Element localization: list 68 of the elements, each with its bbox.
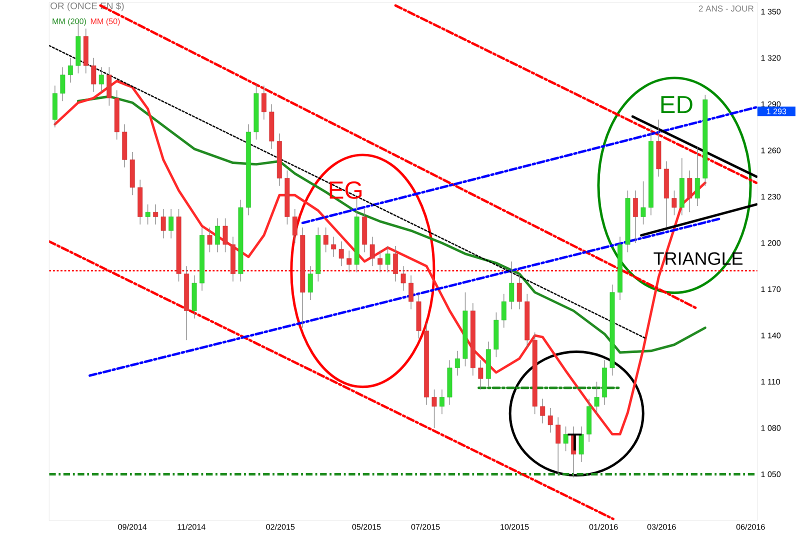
y-tick-label: 1 140 [761, 332, 781, 338]
candlestick [640, 180, 646, 225]
candlestick [454, 350, 460, 376]
candlestick [145, 204, 150, 225]
candlestick [91, 57, 96, 92]
candlestick [370, 236, 375, 266]
candlestick [323, 227, 328, 252]
x-tick-label: 05/2015 [352, 524, 381, 530]
candlestick [308, 266, 313, 300]
candlestick [68, 57, 73, 83]
candlestick [153, 204, 158, 225]
x-tick-label: 10/2015 [500, 524, 529, 530]
y-tick-label: 1 290 [761, 101, 781, 107]
candlestick [261, 85, 266, 120]
annotation: ED [661, 96, 692, 113]
candlestick [432, 388, 437, 428]
candlestick [331, 236, 336, 257]
candlestick [222, 218, 228, 252]
text: 1 293 [766, 108, 786, 114]
y-tick-label: 1 170 [761, 286, 781, 292]
text: MM (50) [90, 18, 120, 26]
candlestick [672, 190, 677, 216]
candlestick [98, 66, 104, 92]
candlestick [378, 250, 383, 272]
y-tick-label: 1 110 [761, 378, 780, 384]
candlestick [207, 227, 212, 252]
y-tick-label: 1 260 [761, 147, 781, 154]
y-tick-label: 1 230 [761, 194, 781, 200]
x-tick-label: 01/2016 [589, 524, 618, 530]
candlestick [509, 260, 514, 310]
candlestick [548, 407, 553, 433]
candlestick [346, 250, 352, 272]
annotation: T [568, 433, 582, 450]
candlestick [393, 246, 398, 282]
x-tick-label: 07/2015 [411, 524, 440, 530]
x-tick-label: 11/2014 [178, 524, 206, 530]
candlestick [516, 274, 522, 310]
chart-subtitle: 2 ANS - JOUR [698, 5, 754, 12]
candlestick [60, 66, 66, 102]
candlestick [168, 208, 174, 238]
candlestick [106, 66, 112, 106]
candlestick [540, 398, 546, 424]
candlestick [556, 416, 561, 474]
y-tick-label: 1 050 [761, 471, 781, 477]
candlestick [215, 218, 220, 252]
candlestick [408, 274, 414, 310]
y-tick-label: 1 320 [761, 54, 781, 61]
x-tick-label: 03/2016 [647, 524, 676, 530]
y-tick-label: 1 200 [761, 240, 781, 246]
text: MM (200) [52, 18, 86, 26]
candlestick [594, 381, 600, 414]
y-tick-label: 1 350 [761, 8, 781, 14]
candlestick [338, 240, 344, 266]
candlestick [501, 293, 506, 328]
candlestick [440, 388, 444, 414]
candlestick [633, 190, 638, 244]
candlestick [687, 170, 692, 212]
candlestick [694, 146, 700, 206]
x-tick-label: 02/2015 [266, 524, 295, 530]
candlestick [478, 360, 484, 390]
x-tick-label: 06/2016 [736, 524, 765, 530]
candlestick [400, 266, 406, 291]
y-tick-label: 1 080 [761, 424, 781, 431]
candlestick [563, 426, 568, 452]
candlestick [160, 208, 166, 238]
candlestick [385, 246, 390, 272]
x-tick-label: 09/2014 [118, 524, 147, 530]
candlestick [292, 208, 298, 244]
